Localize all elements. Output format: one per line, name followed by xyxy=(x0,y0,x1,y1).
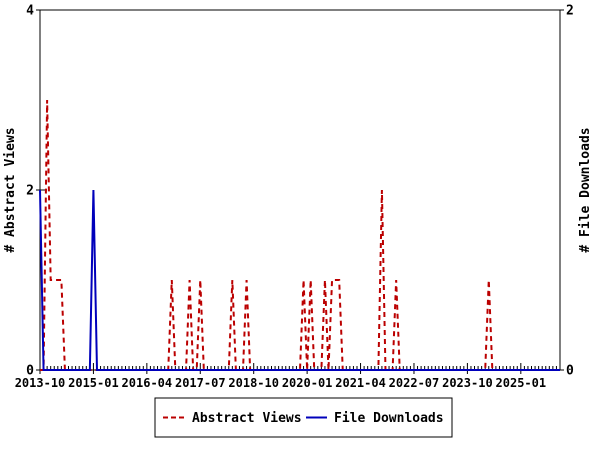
y-right-axis-title: # File Downloads xyxy=(578,127,593,252)
plot-border xyxy=(39,9,561,371)
y-right-tick-label: 2 xyxy=(566,4,574,19)
x-axis-tick-label: 2022-07 xyxy=(389,376,440,390)
legend-label: File Downloads xyxy=(334,411,444,426)
series-line-abstract-views xyxy=(40,99,560,371)
y-left-tick-label: 2 xyxy=(26,184,34,199)
x-axis-tick-label: 2025-01 xyxy=(496,376,547,390)
x-axis-tick-label: 2017-07 xyxy=(175,376,226,390)
x-axis-tick-label: 2018-10 xyxy=(228,376,279,390)
y-left-tick-label: 0 xyxy=(26,364,34,379)
y-right-tick-label: 0 xyxy=(566,364,574,379)
x-axis-tick-label: 2023-10 xyxy=(442,376,493,390)
series-line-file-downloads xyxy=(39,189,560,371)
x-axis-tick-label: 2016-04 xyxy=(122,376,173,390)
legend-label: Abstract Views xyxy=(192,411,302,426)
y-left-axis-title: # Abstract Views xyxy=(3,127,18,252)
x-axis-tick-label: 2021-04 xyxy=(335,376,386,390)
y-left-tick-label: 4 xyxy=(26,4,34,19)
x-axis-tick-label: 2020-01 xyxy=(282,376,333,390)
legend-box xyxy=(154,397,453,438)
x-axis-tick-label: 2015-01 xyxy=(68,376,119,390)
x-axis-tick-label: 2013-10 xyxy=(15,376,66,390)
